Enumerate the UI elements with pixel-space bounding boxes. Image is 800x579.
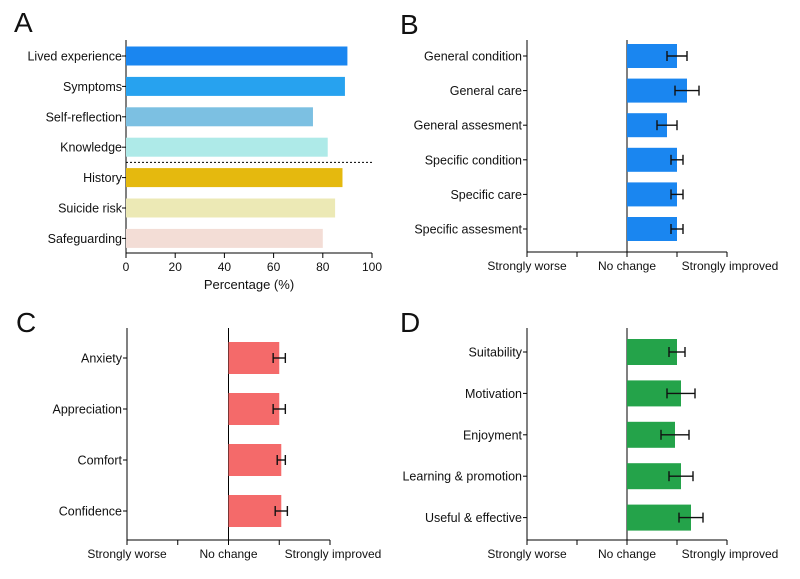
category-label-general-care: General care bbox=[450, 84, 522, 98]
bar-knowledge bbox=[126, 137, 328, 157]
category-label-specific-assesment: Specific assesment bbox=[414, 223, 522, 237]
bar-history bbox=[126, 168, 343, 188]
category-label-suicide-risk: Suicide risk bbox=[58, 202, 123, 216]
x-tick-label: 20 bbox=[169, 260, 183, 274]
x-tick-label-strongly-worse: Strongly worse bbox=[87, 547, 167, 561]
bar-specific-assesment bbox=[627, 217, 677, 241]
x-tick-label-no-change: No change bbox=[598, 547, 656, 561]
x-tick-label: 60 bbox=[267, 260, 281, 274]
x-tick-label-strongly-worse: Strongly worse bbox=[487, 259, 567, 273]
category-label-confidence: Confidence bbox=[59, 505, 122, 519]
category-label-motivation: Motivation bbox=[465, 387, 522, 401]
panel-c: C Strongly worse No change Strongly improve… bbox=[16, 307, 381, 561]
x-axis-title: Percentage (%) bbox=[204, 277, 294, 292]
category-label-lived-experience: Lived experience bbox=[27, 50, 122, 64]
category-label-learning-promotion: Learning & promotion bbox=[402, 470, 522, 484]
category-label-self-reflection: Self-reflection bbox=[46, 110, 122, 124]
x-tick-label: 80 bbox=[316, 260, 330, 274]
x-tick-label-no-change: No change bbox=[598, 259, 656, 273]
x-tick-label-strongly-improved: Strongly improved bbox=[285, 547, 382, 561]
x-tick-label-strongly-worse: Strongly worse bbox=[487, 547, 567, 561]
bar-appreciation bbox=[228, 393, 280, 425]
bar-confidence bbox=[228, 495, 282, 527]
bar-suicide-risk bbox=[126, 198, 336, 218]
bar-symptoms bbox=[126, 76, 345, 96]
panel-letter: A bbox=[14, 7, 33, 38]
bar-lived-experience bbox=[126, 46, 348, 66]
bar-self-reflection bbox=[126, 107, 313, 127]
category-label-general-assesment: General assesment bbox=[414, 119, 523, 133]
category-label-suitability: Suitability bbox=[469, 346, 523, 360]
category-label-safeguarding: Safeguarding bbox=[48, 232, 122, 246]
x-tick-label: 100 bbox=[362, 260, 382, 274]
category-label-general-condition: General condition bbox=[424, 50, 522, 64]
category-label-comfort: Comfort bbox=[78, 454, 123, 468]
category-label-symptoms: Symptoms bbox=[63, 80, 122, 94]
bar-safeguarding bbox=[126, 228, 323, 248]
category-label-anxiety: Anxiety bbox=[81, 352, 123, 366]
category-label-useful-effective: Useful & effective bbox=[425, 511, 522, 525]
panel-letter: C bbox=[16, 307, 36, 338]
category-label-appreciation: Appreciation bbox=[53, 403, 123, 417]
category-label-specific-condition: Specific condition bbox=[425, 153, 522, 167]
x-tick-label-strongly-improved: Strongly improved bbox=[682, 259, 779, 273]
bar-comfort bbox=[228, 444, 282, 476]
category-label-history: History bbox=[83, 171, 123, 185]
panel-a: A Lived experience Symptoms Self-reflection… bbox=[14, 7, 382, 292]
panel-letter: D bbox=[400, 307, 420, 338]
category-label-enjoyment: Enjoyment bbox=[463, 428, 523, 442]
category-label-specific-care: Specific care bbox=[450, 188, 522, 202]
x-tick-label-strongly-improved: Strongly improved bbox=[682, 547, 779, 561]
panel-b: B Strongly worse No change Strongly improve… bbox=[400, 9, 778, 273]
x-tick-label-no-change: No change bbox=[199, 547, 257, 561]
x-tick-label: 0 bbox=[123, 260, 130, 274]
x-tick-label: 40 bbox=[218, 260, 232, 274]
bar-specific-condition bbox=[627, 147, 677, 172]
panel-letter: B bbox=[400, 9, 419, 40]
bar-anxiety bbox=[228, 342, 280, 374]
panel-d: D Strongly worse No change Strongly improve… bbox=[400, 307, 778, 561]
bar-specific-care bbox=[627, 182, 677, 207]
category-label-knowledge: Knowledge bbox=[60, 141, 122, 155]
